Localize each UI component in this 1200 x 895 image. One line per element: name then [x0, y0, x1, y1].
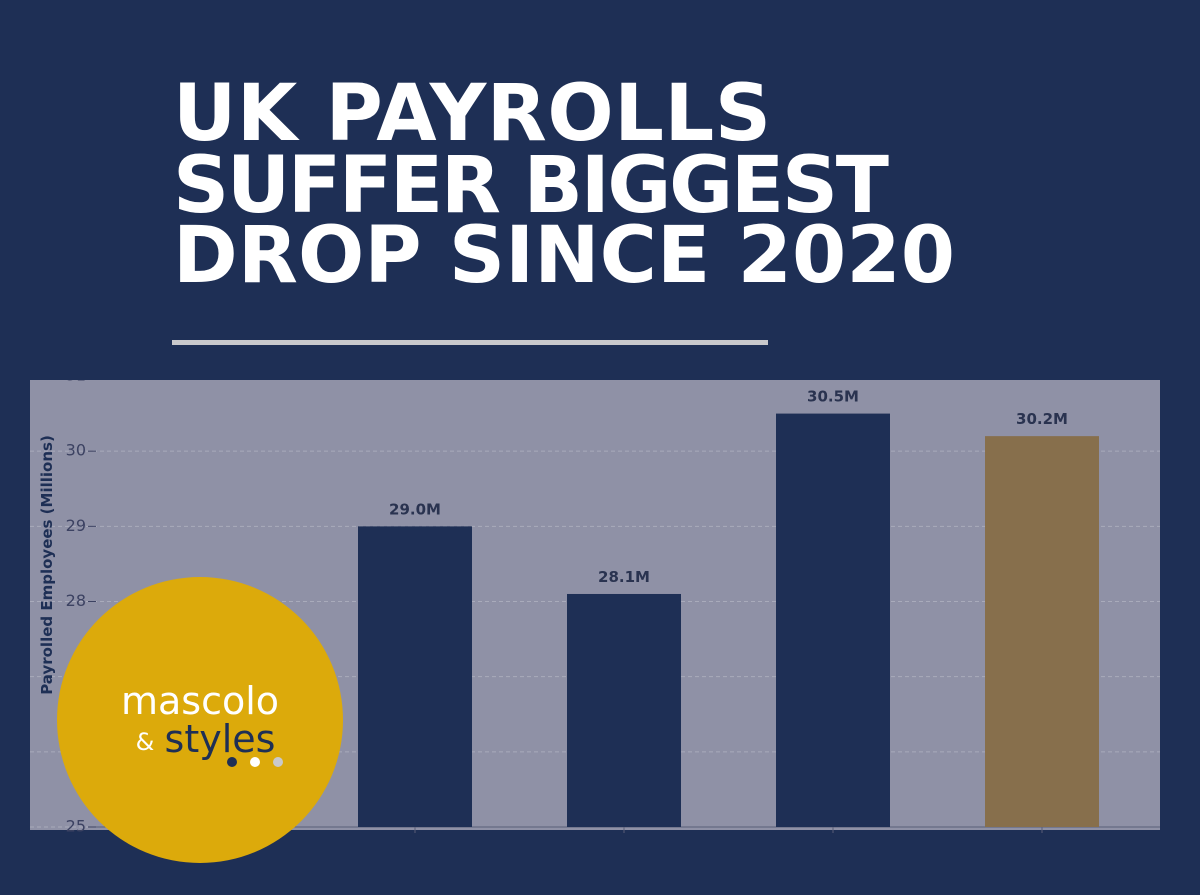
bar	[985, 436, 1099, 827]
y-tick-label: 30	[66, 441, 86, 460]
logo-circle	[57, 577, 343, 863]
title-line: UK PAYROLLS	[173, 69, 771, 159]
logo-dot	[273, 757, 283, 767]
logo-text: mascolo	[121, 679, 279, 723]
value-label: 30.2M	[1016, 410, 1068, 428]
value-label: 28.1M	[598, 568, 650, 586]
title-line: SUFFER BIGGEST	[173, 141, 889, 231]
divider	[172, 340, 768, 345]
logo: mascolo & styles	[57, 577, 343, 863]
logo-dot	[250, 757, 260, 767]
bar	[358, 526, 472, 827]
logo-text: &	[136, 728, 155, 756]
bar	[567, 593, 681, 827]
bar	[776, 413, 890, 827]
y-tick-label: 29	[66, 516, 86, 535]
y-axis-label: Payrolled Employees (Millions)	[38, 435, 56, 695]
logo-dot	[227, 757, 237, 767]
y-tick-label: 31	[66, 366, 86, 385]
y-tick-label: 28	[66, 591, 86, 610]
value-label: 29.0M	[389, 500, 441, 518]
value-label: 30.5M	[807, 388, 859, 406]
y-tick-label: 25	[66, 817, 86, 836]
logo-text: styles	[165, 717, 276, 761]
title-line: DROP SINCE 2020	[173, 211, 955, 301]
